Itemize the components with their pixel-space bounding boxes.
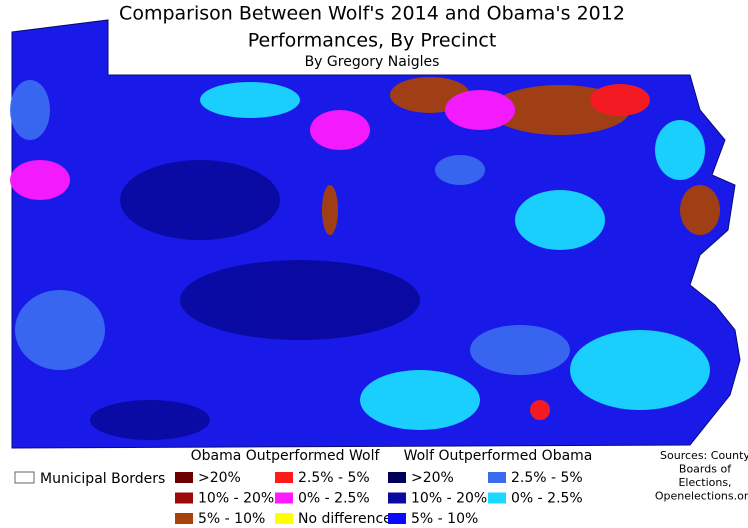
legend-swatch	[388, 513, 406, 524]
legend-label: 10% - 20%	[411, 491, 487, 507]
map	[10, 19, 741, 449]
legend-label: Municipal Borders	[40, 471, 165, 487]
legend-label: >20%	[411, 470, 454, 486]
legend-swatch	[275, 492, 293, 504]
legend-swatch	[275, 472, 293, 483]
legend-label: 0% - 2.5%	[511, 491, 583, 507]
legend-label: 0% - 2.5%	[298, 491, 370, 507]
legend-swatch	[388, 472, 406, 483]
legend-group-title: Obama Outperformed Wolf	[191, 448, 381, 464]
legend-swatch	[388, 492, 406, 504]
precinct-patches	[10, 77, 720, 440]
source-line: Sources: County	[660, 449, 748, 462]
source-line: Boards of	[679, 463, 732, 476]
legend-swatch	[175, 513, 193, 524]
legend-label: 2.5% - 5%	[298, 470, 370, 486]
legend-swatch	[488, 492, 506, 504]
legend-label: 10% - 20%	[198, 491, 274, 507]
title-line: Performances, By Precinct	[248, 30, 497, 52]
legend-label: 5% - 10%	[411, 511, 478, 527]
legend-label: 2.5% - 5%	[511, 470, 583, 486]
byline: By Gregory Naigles	[305, 54, 440, 70]
legend-swatch	[175, 472, 193, 483]
legend-label: No difference	[298, 511, 392, 527]
source-line: Elections,	[678, 476, 731, 489]
legend-swatch	[175, 492, 193, 504]
municipal-swatch	[14, 471, 35, 484]
legend: Obama Outperformed Wolf >20% 10% - 20% 5% -…	[175, 448, 592, 527]
legend-group-title: Wolf Outperformed Obama	[404, 448, 593, 464]
legend-label: >20%	[198, 470, 241, 486]
legend-label: 5% - 10%	[198, 511, 265, 527]
legend-swatch	[275, 513, 293, 524]
title-line: Comparison Between Wolf's 2014 and Obama…	[119, 3, 625, 25]
legend-swatch	[488, 472, 506, 483]
source-line: Openelections.org	[655, 490, 748, 503]
